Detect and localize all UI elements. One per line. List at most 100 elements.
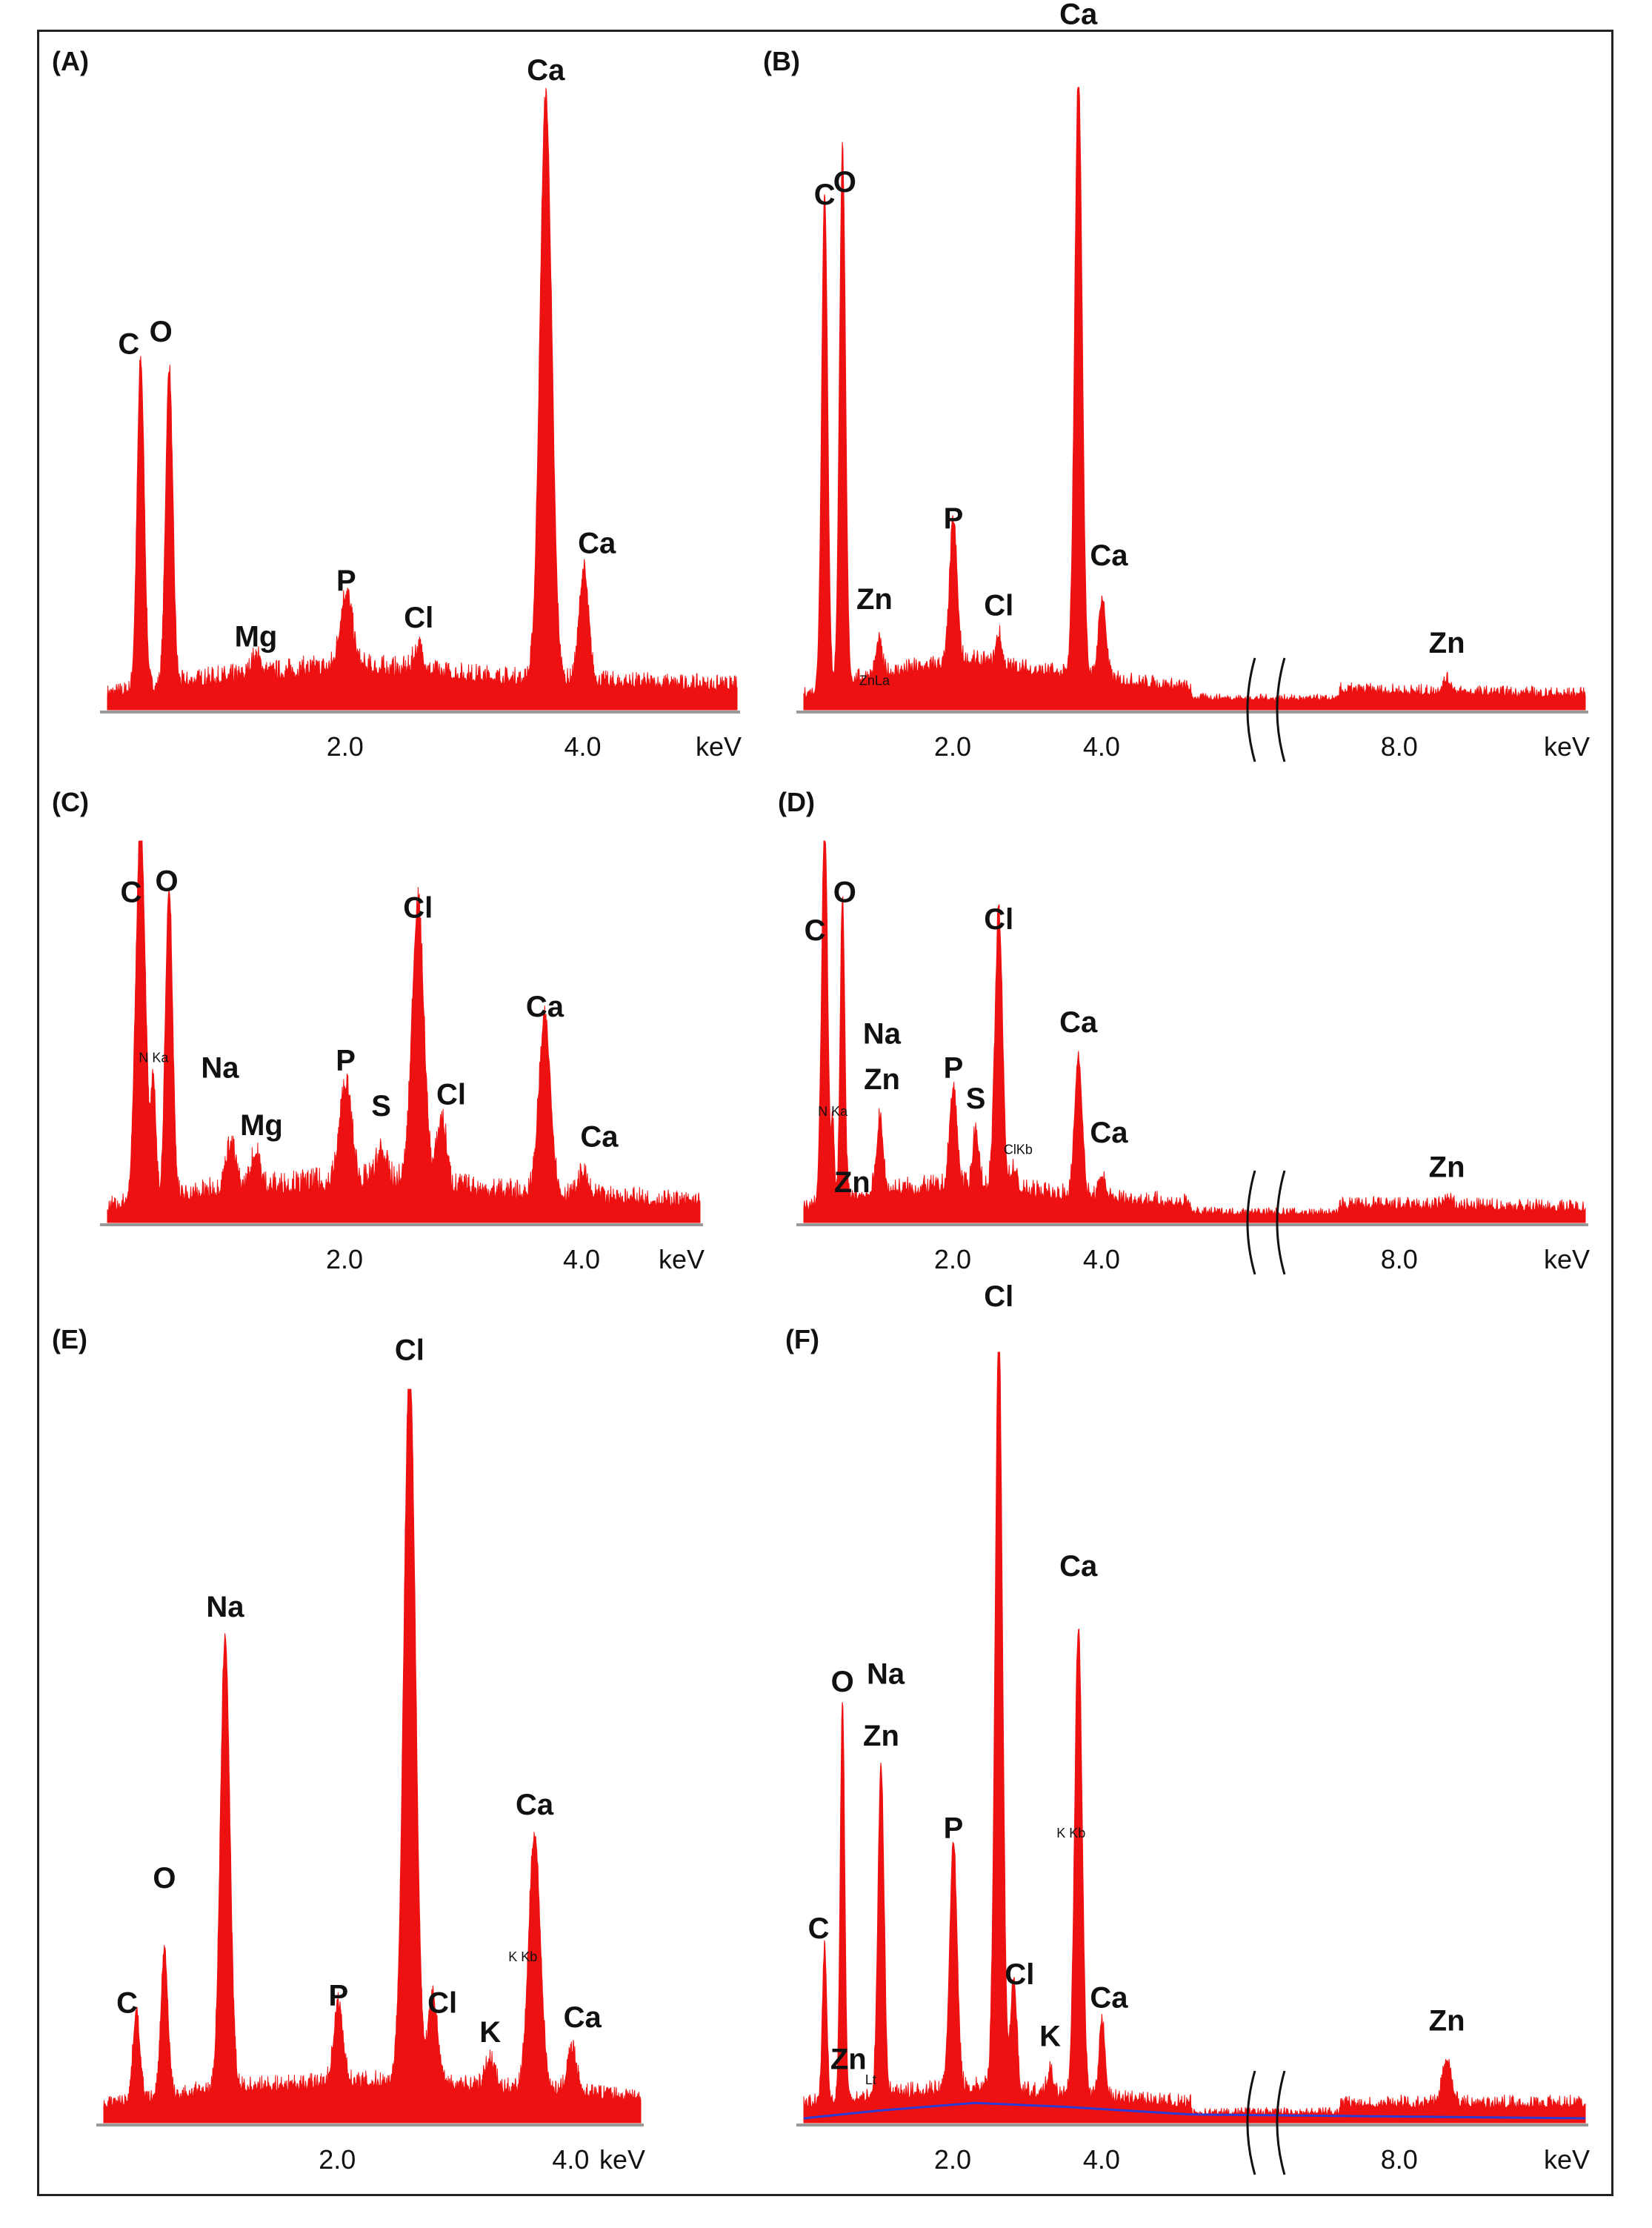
peak-label: Cl — [403, 891, 433, 924]
peak-label: O — [155, 865, 178, 897]
peak-label: Ca — [527, 54, 565, 87]
peak-sublabel: N Ka — [818, 1104, 848, 1119]
peak-label: Mg — [240, 1109, 283, 1142]
peak-label: Ca — [1059, 1006, 1098, 1039]
peak-label: Na — [206, 1591, 244, 1623]
peak-label: Cl — [436, 1079, 466, 1111]
tick-label: 4.0 — [563, 1244, 600, 1274]
peak-label: Ca — [1090, 1981, 1128, 2014]
peak-label: Cl — [427, 1986, 457, 2019]
tick-label: 2.0 — [934, 1244, 971, 1274]
peak-label: Zn — [834, 1166, 870, 1199]
peak-sublabel: ZnLa — [859, 673, 890, 688]
tick-label: 2.0 — [934, 731, 971, 762]
panel-label: (F) — [785, 1324, 819, 1354]
peak-label: Zn — [864, 1063, 900, 1096]
peak-label: Cl — [984, 1280, 1013, 1313]
tick-label: 4.0 — [552, 2144, 589, 2175]
peak-label: P — [944, 502, 964, 535]
panel-label: (A) — [52, 46, 89, 76]
peak-label: P — [944, 1052, 964, 1085]
peak-label: Ca — [1090, 539, 1128, 572]
peak-label: C — [116, 1986, 138, 2019]
peak-sublabel: K Kb — [1056, 1826, 1085, 1840]
peak-label: Ca — [564, 2001, 602, 2034]
peak-label: K — [479, 2016, 501, 2049]
spectrum-trace — [107, 87, 738, 711]
peak-label: Cl — [404, 602, 433, 634]
peak-label: O — [153, 1862, 176, 1895]
peak-label: Zn — [863, 1720, 899, 1752]
peak-label: C — [118, 328, 139, 361]
peak-label: Mg — [235, 620, 278, 653]
peak-label: Ca — [516, 1789, 554, 1821]
spectrum-panel-e: (E) 2.0 4.0 keV C O Na P Cl Cl K Ca Ca K Kb — [52, 1324, 645, 2175]
peak-label: K — [1039, 2020, 1061, 2052]
peak-label: Cl — [395, 1334, 424, 1366]
spectrum-panel-b: (B) 2.0 4.0 8.0 keV CO Zn Cl P Ca Ca Zn ZnLa — [763, 0, 1590, 762]
panel-label: (D) — [778, 787, 815, 817]
peak-label: Cl — [984, 589, 1013, 622]
peak-label: Ca — [578, 527, 616, 559]
panel-label: (C) — [52, 787, 89, 817]
tick-label: 8.0 — [1381, 731, 1418, 762]
peak-label: C — [805, 914, 826, 947]
axis-break-mark — [1276, 2070, 1286, 2175]
tick-label: 2.0 — [319, 2144, 356, 2175]
axis-break-mark — [1246, 657, 1256, 762]
spectrum-trace — [803, 87, 1586, 711]
x-axis-label: keV — [1544, 1244, 1590, 1274]
peak-label: Na — [867, 1658, 905, 1691]
spectrum-trace — [103, 1389, 642, 2124]
axis-break-mark — [1276, 657, 1286, 762]
spectrum-panel-a: (A) 2.0 4.0 keV C O Mg P Cl Ca Ca — [52, 46, 742, 762]
peak-label: Zn — [1429, 2005, 1465, 2038]
axis-break-mark — [1276, 1170, 1286, 1275]
spectrum-panel-d: (D) 2.0 4.0 8.0 keV CO Na Zn Zn PS Cl Ca Ca Zn N Ka ClK… — [778, 787, 1590, 1275]
tick-label: 2.0 — [326, 1244, 363, 1274]
x-axis-label: keV — [696, 731, 742, 762]
peak-label: Ca — [1090, 1117, 1128, 1149]
peak-label: Ca — [580, 1120, 619, 1153]
peak-label: Cl — [1005, 1958, 1034, 1991]
peak-label: C — [814, 179, 836, 211]
peak-label: P — [944, 1812, 964, 1845]
tick-label: 8.0 — [1381, 1244, 1418, 1274]
tick-label: 4.0 — [1083, 731, 1120, 762]
peak-label: Cl — [984, 903, 1013, 936]
tick-label: 2.0 — [934, 2144, 971, 2175]
peak-label: C — [121, 877, 142, 909]
axis-break-mark — [1246, 2070, 1256, 2175]
spectrum-trace — [803, 1351, 1586, 2124]
tick-label: 8.0 — [1381, 2144, 1418, 2175]
peak-label: Ca — [1059, 1550, 1098, 1583]
peak-label: Ca — [526, 991, 564, 1023]
spectrum-trace — [803, 840, 1586, 1223]
peak-sublabel: K Kb — [508, 1949, 537, 1964]
x-axis-label: keV — [1544, 2144, 1590, 2175]
spectrum-trace — [107, 840, 701, 1223]
peak-label: O — [833, 166, 856, 199]
peak-label: C — [808, 1912, 830, 1945]
peak-label: O — [150, 316, 173, 348]
panel-label: (B) — [763, 46, 800, 76]
peak-label: Zn — [1429, 1151, 1465, 1184]
peak-label: Zn — [830, 2044, 867, 2076]
axis-break-mark — [1246, 1170, 1256, 1275]
tick-label: 4.0 — [1083, 1244, 1120, 1274]
peak-label: S — [966, 1083, 986, 1115]
tick-label: 4.0 — [1083, 2144, 1120, 2175]
peak-label: P — [328, 1980, 348, 2012]
peak-sublabel: ClKb — [1004, 1142, 1033, 1157]
tick-label: 2.0 — [327, 731, 364, 762]
background-fit-curve — [803, 2101, 1586, 2120]
peak-label: Zn — [856, 583, 893, 616]
peak-label: O — [833, 877, 856, 909]
peak-label: Ca — [1059, 0, 1098, 30]
peak-label: Na — [863, 1017, 902, 1050]
x-axis-label: keV — [599, 2144, 645, 2175]
peak-label: S — [371, 1090, 391, 1123]
